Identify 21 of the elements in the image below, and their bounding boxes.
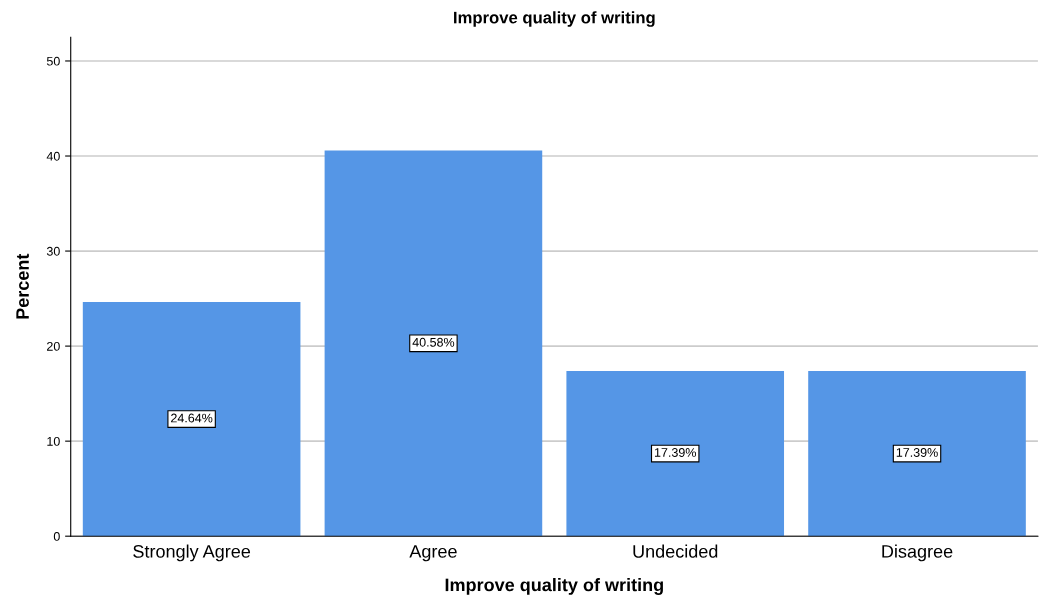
- x-tick-label: Undecided: [633, 544, 718, 558]
- y-tick-label: 10: [47, 436, 60, 446]
- x-tick-label: Strongly Agree: [133, 544, 251, 562]
- x-axis-title: Improve quality of writing: [445, 578, 663, 595]
- data-label: 17.39%: [654, 448, 696, 457]
- data-label: 40.58%: [412, 337, 455, 347]
- bar: [566, 370, 785, 537]
- data-label: 24.64%: [171, 413, 213, 423]
- y-axis-title: Percent: [16, 253, 29, 319]
- x-tick-label: Disagree: [882, 544, 953, 562]
- bar: [808, 370, 1026, 537]
- y-tick-label: 40: [46, 151, 60, 161]
- chart-title: Improve quality of writing: [454, 11, 655, 27]
- y-tick-label: 30: [46, 246, 60, 256]
- bar: [324, 150, 543, 537]
- y-tick-label: 20: [47, 341, 60, 351]
- bar: [82, 302, 301, 537]
- y-tick-label: 50: [46, 56, 60, 66]
- y-tick-label: 0: [53, 531, 60, 541]
- x-tick-label: Agree: [409, 545, 457, 562]
- data-label: 17.39%: [896, 448, 938, 457]
